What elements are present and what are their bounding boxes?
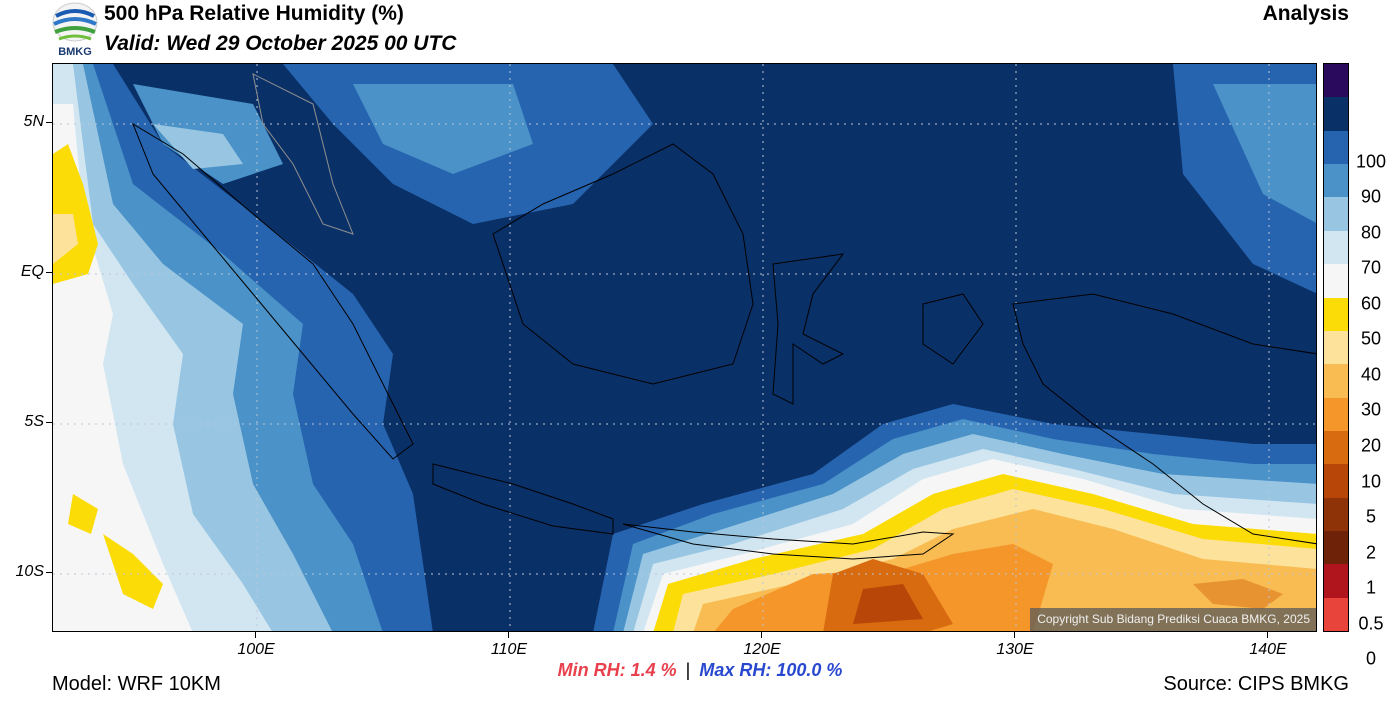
borneo-coast	[492, 143, 754, 385]
sumatra-coast	[131, 122, 414, 460]
color-legend	[1323, 63, 1349, 632]
legend-label: 30	[1360, 399, 1382, 420]
lon-label-120e: 120E	[727, 632, 797, 659]
malaya-coast	[252, 73, 354, 235]
min-rh: Min RH: 1.4 %	[557, 660, 677, 680]
lat-label-10s: 10S	[0, 563, 52, 581]
legend-swatch	[1324, 164, 1348, 198]
map-field	[53, 64, 1316, 631]
humidity-contours	[53, 64, 1316, 631]
source-label: Source: CIPS BMKG	[1163, 673, 1349, 695]
coastlines	[131, 73, 1316, 560]
legend-label: 70	[1360, 257, 1382, 278]
legend-swatch	[1324, 97, 1348, 131]
legend-swatch	[1324, 497, 1348, 532]
legend-label: 50	[1360, 328, 1382, 349]
legend-swatch	[1324, 564, 1348, 598]
papua-coast	[1012, 293, 1316, 545]
legend-swatch	[1324, 597, 1348, 632]
legend-label: 10	[1360, 471, 1382, 492]
legend-label: 20	[1360, 435, 1382, 456]
min-max-stats: Min RH: 1.4 % | Max RH: 100.0 %	[0, 660, 1400, 681]
model-label: Model: WRF 10KM	[52, 673, 221, 695]
lon-label-140e: 140E	[1233, 632, 1303, 659]
lon-label-110e: 110E	[474, 632, 544, 659]
legend-label: 0	[1365, 648, 1376, 669]
legend-swatch	[1324, 264, 1348, 298]
legend-swatch	[1324, 430, 1348, 465]
stats-separator: |	[685, 660, 691, 680]
legend-labels: 100 90 80 70 60 50 40 30 20 10 5 2 1 0.5…	[1352, 63, 1392, 669]
legend-swatch	[1324, 397, 1348, 431]
legend-label: 1	[1365, 577, 1376, 598]
max-rh: Max RH: 100.0 %	[699, 660, 843, 680]
sulawesi-coast	[772, 253, 845, 405]
legend-swatch	[1324, 531, 1348, 565]
legend-swatch	[1324, 297, 1348, 331]
legend-swatch	[1324, 130, 1348, 165]
java-coast	[432, 463, 614, 535]
legend-swatch	[1324, 330, 1348, 365]
legend-label: 80	[1360, 222, 1382, 243]
lat-label-5s: 5S	[0, 413, 52, 431]
valid-time: Valid: Wed 29 October 2025 00 UTC	[104, 32, 457, 55]
humidity-map: Copyright Sub Bidang Prediksi Cuaca BMKG…	[52, 63, 1317, 632]
legend-swatch	[1324, 364, 1348, 398]
legend-label: 2	[1365, 542, 1376, 563]
legend-label: 100	[1355, 151, 1387, 172]
maluku-coast	[922, 293, 984, 365]
lat-label-eq: EQ	[0, 263, 52, 281]
legend-label: 60	[1360, 293, 1382, 314]
legend-label: 5	[1365, 506, 1376, 527]
nusa-tenggara-coast	[622, 523, 955, 560]
chart-title: 500 hPa Relative Humidity (%)	[104, 2, 404, 25]
legend-label: 0.5	[1358, 613, 1384, 634]
legend-label: 90	[1360, 186, 1382, 207]
legend-swatch	[1324, 464, 1348, 498]
legend-swatch	[1324, 197, 1348, 231]
lon-label-100e: 100E	[221, 632, 291, 659]
bmkg-logo: BMKG	[52, 2, 98, 60]
legend-swatch	[1324, 230, 1348, 265]
graticule	[53, 64, 1316, 631]
logo-text: BMKG	[58, 46, 92, 58]
product-type: Analysis	[1262, 2, 1349, 25]
legend-label: 40	[1360, 364, 1382, 385]
lon-label-130e: 130E	[980, 632, 1050, 659]
lat-label-5n: 5N	[0, 113, 52, 131]
copyright-notice: Copyright Sub Bidang Prediksi Cuaca BMKG…	[1030, 608, 1316, 631]
legend-swatch	[1324, 64, 1348, 98]
